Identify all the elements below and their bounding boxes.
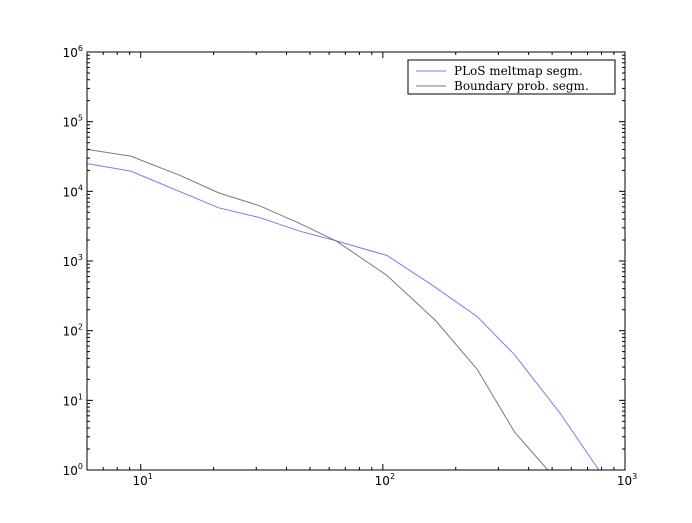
y-tick-label-4: 104 [63,183,83,199]
series-line-1 [86,148,549,471]
series-layer [86,148,600,471]
legend-box [407,59,616,95]
legend-label-1: Boundary prob. segm. [454,79,589,93]
y-tick-label-5: 105 [63,114,83,130]
series-line-0 [86,163,600,471]
y-tick-label-0: 100 [63,462,83,478]
legend-label-0: PLoS meltmap segm. [454,64,583,78]
legend: PLoS meltmap segm.Boundary prob. segm. [407,59,616,95]
y-tick-label-3: 103 [63,253,83,269]
y-tick-label-1: 101 [63,392,83,408]
y-tick-label-2: 102 [63,323,83,339]
ticks-layer: 101 102 103 100 101 102 103 104 105 106 [63,44,638,488]
x-tick-label-2: 103 [617,472,637,488]
y-tick-label-6: 106 [63,44,83,60]
x-tick-label-0: 101 [133,472,153,488]
x-tick-label-1: 102 [375,472,395,488]
plot-frame [86,51,626,471]
